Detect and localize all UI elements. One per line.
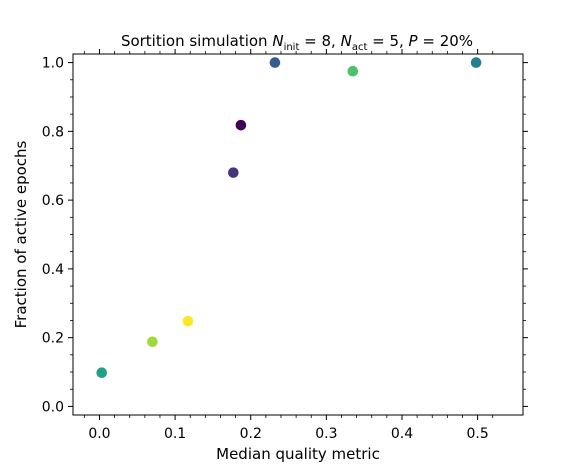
title-n2: N <box>341 32 352 50</box>
y-axis-label: Fraction of active epochs <box>12 140 30 328</box>
title-p: P <box>409 32 419 50</box>
x-tick-label: 0.2 <box>240 426 262 442</box>
data-point <box>235 119 247 131</box>
x-tick-label: 0.1 <box>164 426 186 442</box>
x-tick-label: 0.5 <box>466 426 488 442</box>
data-point <box>147 336 158 348</box>
title-n1-sub: init <box>284 42 300 53</box>
y-tick-label: 0.4 <box>42 262 64 278</box>
chart-title: Sortition simulation Ninit = 8, Nact = 5… <box>121 32 473 53</box>
plot-area-frame <box>72 53 524 416</box>
data-point <box>269 57 281 68</box>
x-tick-label: 0.3 <box>315 426 337 442</box>
y-tick-label: 0.6 <box>42 193 64 209</box>
tick-group: 0.0 0.1 0.2 0.3 0.4 0.5 0.0 0.2 0.4 0.6 0.8 1.0 <box>42 49 528 442</box>
data-point <box>347 65 359 77</box>
y-tick-label: 0.8 <box>42 124 64 140</box>
x-tick-label: 0.4 <box>391 426 413 442</box>
data-point <box>228 167 239 178</box>
title-p-eq: = 20% <box>418 32 473 50</box>
title-n1: N <box>272 32 283 50</box>
title-n2-sub: act <box>352 42 368 53</box>
x-axis-label: Median quality metric <box>216 445 380 463</box>
title-prefix: Sortition simulation <box>121 32 272 50</box>
y-tick-label: 0.0 <box>42 399 64 415</box>
data-point <box>96 367 108 379</box>
data-point <box>470 57 482 68</box>
y-tick-label: 0.2 <box>42 331 64 347</box>
data-points <box>96 57 482 379</box>
title-n2-eq: = 5, <box>367 32 408 50</box>
y-tick-label: 1.0 <box>42 56 64 72</box>
title-n1-eq: = 8, <box>299 32 340 50</box>
data-point <box>182 315 194 327</box>
x-tick-label: 0.0 <box>88 426 110 442</box>
